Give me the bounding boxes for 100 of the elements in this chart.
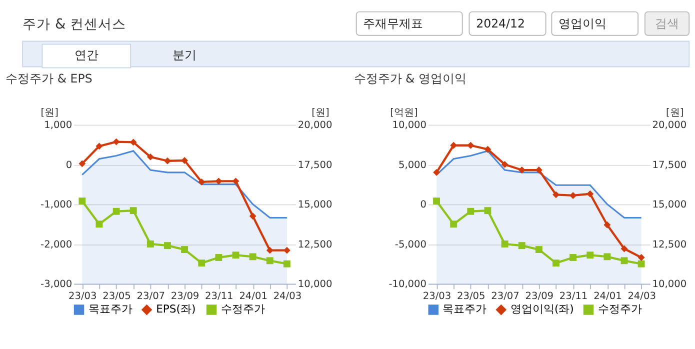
point	[467, 142, 474, 149]
point	[215, 178, 222, 185]
y-tick-label: -1,000	[40, 200, 72, 211]
point	[266, 246, 274, 254]
point	[586, 252, 594, 259]
x-tick-label: 23/09	[525, 290, 554, 302]
point	[112, 138, 120, 146]
point	[467, 208, 474, 215]
legend-label: 목표주가	[442, 302, 487, 316]
text: 검색	[655, 16, 680, 31]
y-tick-label: -2,000	[40, 239, 72, 250]
point	[283, 260, 290, 268]
x-tick-label: 23/07	[491, 290, 520, 302]
point	[518, 242, 526, 250]
y2-tick-label: 10,000	[298, 279, 332, 290]
y2-tick-label: 10,000	[652, 279, 687, 290]
y-tick-label: 0	[66, 160, 72, 171]
point	[164, 157, 171, 164]
chart-title: 수정주가 & EPS	[6, 71, 92, 86]
y-tick-label: -3,000	[40, 279, 72, 290]
x-tick-label: 23/03	[422, 290, 452, 302]
y2-axis-title: [원]	[312, 107, 330, 118]
y2-tick-label: 15,000	[298, 200, 332, 211]
point	[130, 207, 137, 214]
y2-tick-label: 17,500	[652, 160, 687, 171]
point	[586, 190, 594, 198]
point	[450, 220, 458, 228]
point	[249, 212, 256, 220]
point	[501, 240, 508, 248]
text: 분기	[172, 48, 197, 62]
y-tick-label: -5,000	[394, 239, 427, 250]
point	[96, 142, 103, 150]
point	[484, 207, 492, 214]
y2-tick-label: 12,500	[298, 239, 332, 250]
legend-label: 수정주가	[220, 302, 265, 316]
point	[232, 178, 240, 185]
text: 2024/12	[476, 16, 525, 31]
legend-label: 수정주가	[598, 302, 642, 316]
y-axis-title: [원]	[40, 107, 58, 118]
point	[638, 260, 645, 268]
point	[518, 166, 526, 174]
legend-label: 영업이익(좌)	[510, 302, 574, 316]
y2-tick-label: 20,000	[298, 120, 332, 132]
y2-tick-label: 20,000	[652, 120, 687, 132]
y-tick-label: -10,000	[388, 279, 427, 290]
y2-tick-label: 15,000	[652, 200, 687, 211]
point	[604, 221, 611, 228]
point	[146, 240, 154, 248]
text: 연간	[74, 48, 98, 62]
point	[570, 254, 577, 261]
point	[78, 160, 86, 168]
y-tick-label: 10,000	[392, 120, 427, 132]
x-tick-label: 24/03	[273, 290, 302, 302]
point	[96, 220, 103, 228]
x-tick-label: 23/05	[102, 290, 131, 302]
point	[535, 246, 542, 254]
point	[433, 168, 440, 176]
x-tick-label: 24/01	[594, 290, 622, 302]
text: 주가 & 컨센서스	[22, 16, 126, 33]
y-tick-label: 5,000	[398, 160, 427, 171]
point	[112, 208, 120, 215]
point	[146, 153, 154, 160]
point	[164, 242, 171, 250]
point	[638, 254, 645, 261]
point	[450, 142, 458, 149]
chart-title: 수정주가 & 영업이익	[354, 71, 466, 86]
point	[198, 178, 206, 186]
y-tick-label: 0	[420, 200, 427, 211]
point	[266, 257, 274, 264]
y-axis-title: [억원]	[390, 107, 418, 118]
legend-label: 목표주가	[88, 302, 132, 316]
y2-tick-label: 17,500	[298, 160, 332, 171]
x-tick-label: 23/09	[170, 290, 200, 302]
point	[198, 260, 206, 267]
point	[552, 191, 560, 198]
point	[130, 138, 137, 146]
point	[501, 160, 508, 168]
text: 주재무제표	[363, 16, 424, 31]
point	[181, 157, 188, 164]
x-tick-label: 24/01	[239, 290, 268, 302]
point	[570, 192, 577, 199]
y-tick-label: 1,000	[44, 120, 72, 132]
x-tick-label: 24/03	[628, 290, 656, 302]
point	[78, 198, 86, 205]
point	[181, 246, 188, 254]
point	[484, 146, 492, 153]
x-tick-label: 23/11	[205, 290, 234, 302]
point	[433, 198, 440, 205]
x-tick-label: 23/03	[68, 290, 97, 302]
y2-axis-title: [원]	[666, 107, 684, 118]
point	[283, 246, 290, 254]
point	[249, 253, 256, 260]
point	[552, 260, 560, 267]
legend-label: EPS(좌)	[156, 302, 196, 316]
point	[620, 257, 628, 264]
x-tick-label: 23/05	[457, 290, 486, 302]
x-tick-label: 23/07	[136, 290, 166, 302]
point	[232, 252, 240, 259]
y2-tick-label: 12,500	[652, 239, 687, 250]
x-tick-label: 23/11	[559, 290, 588, 302]
